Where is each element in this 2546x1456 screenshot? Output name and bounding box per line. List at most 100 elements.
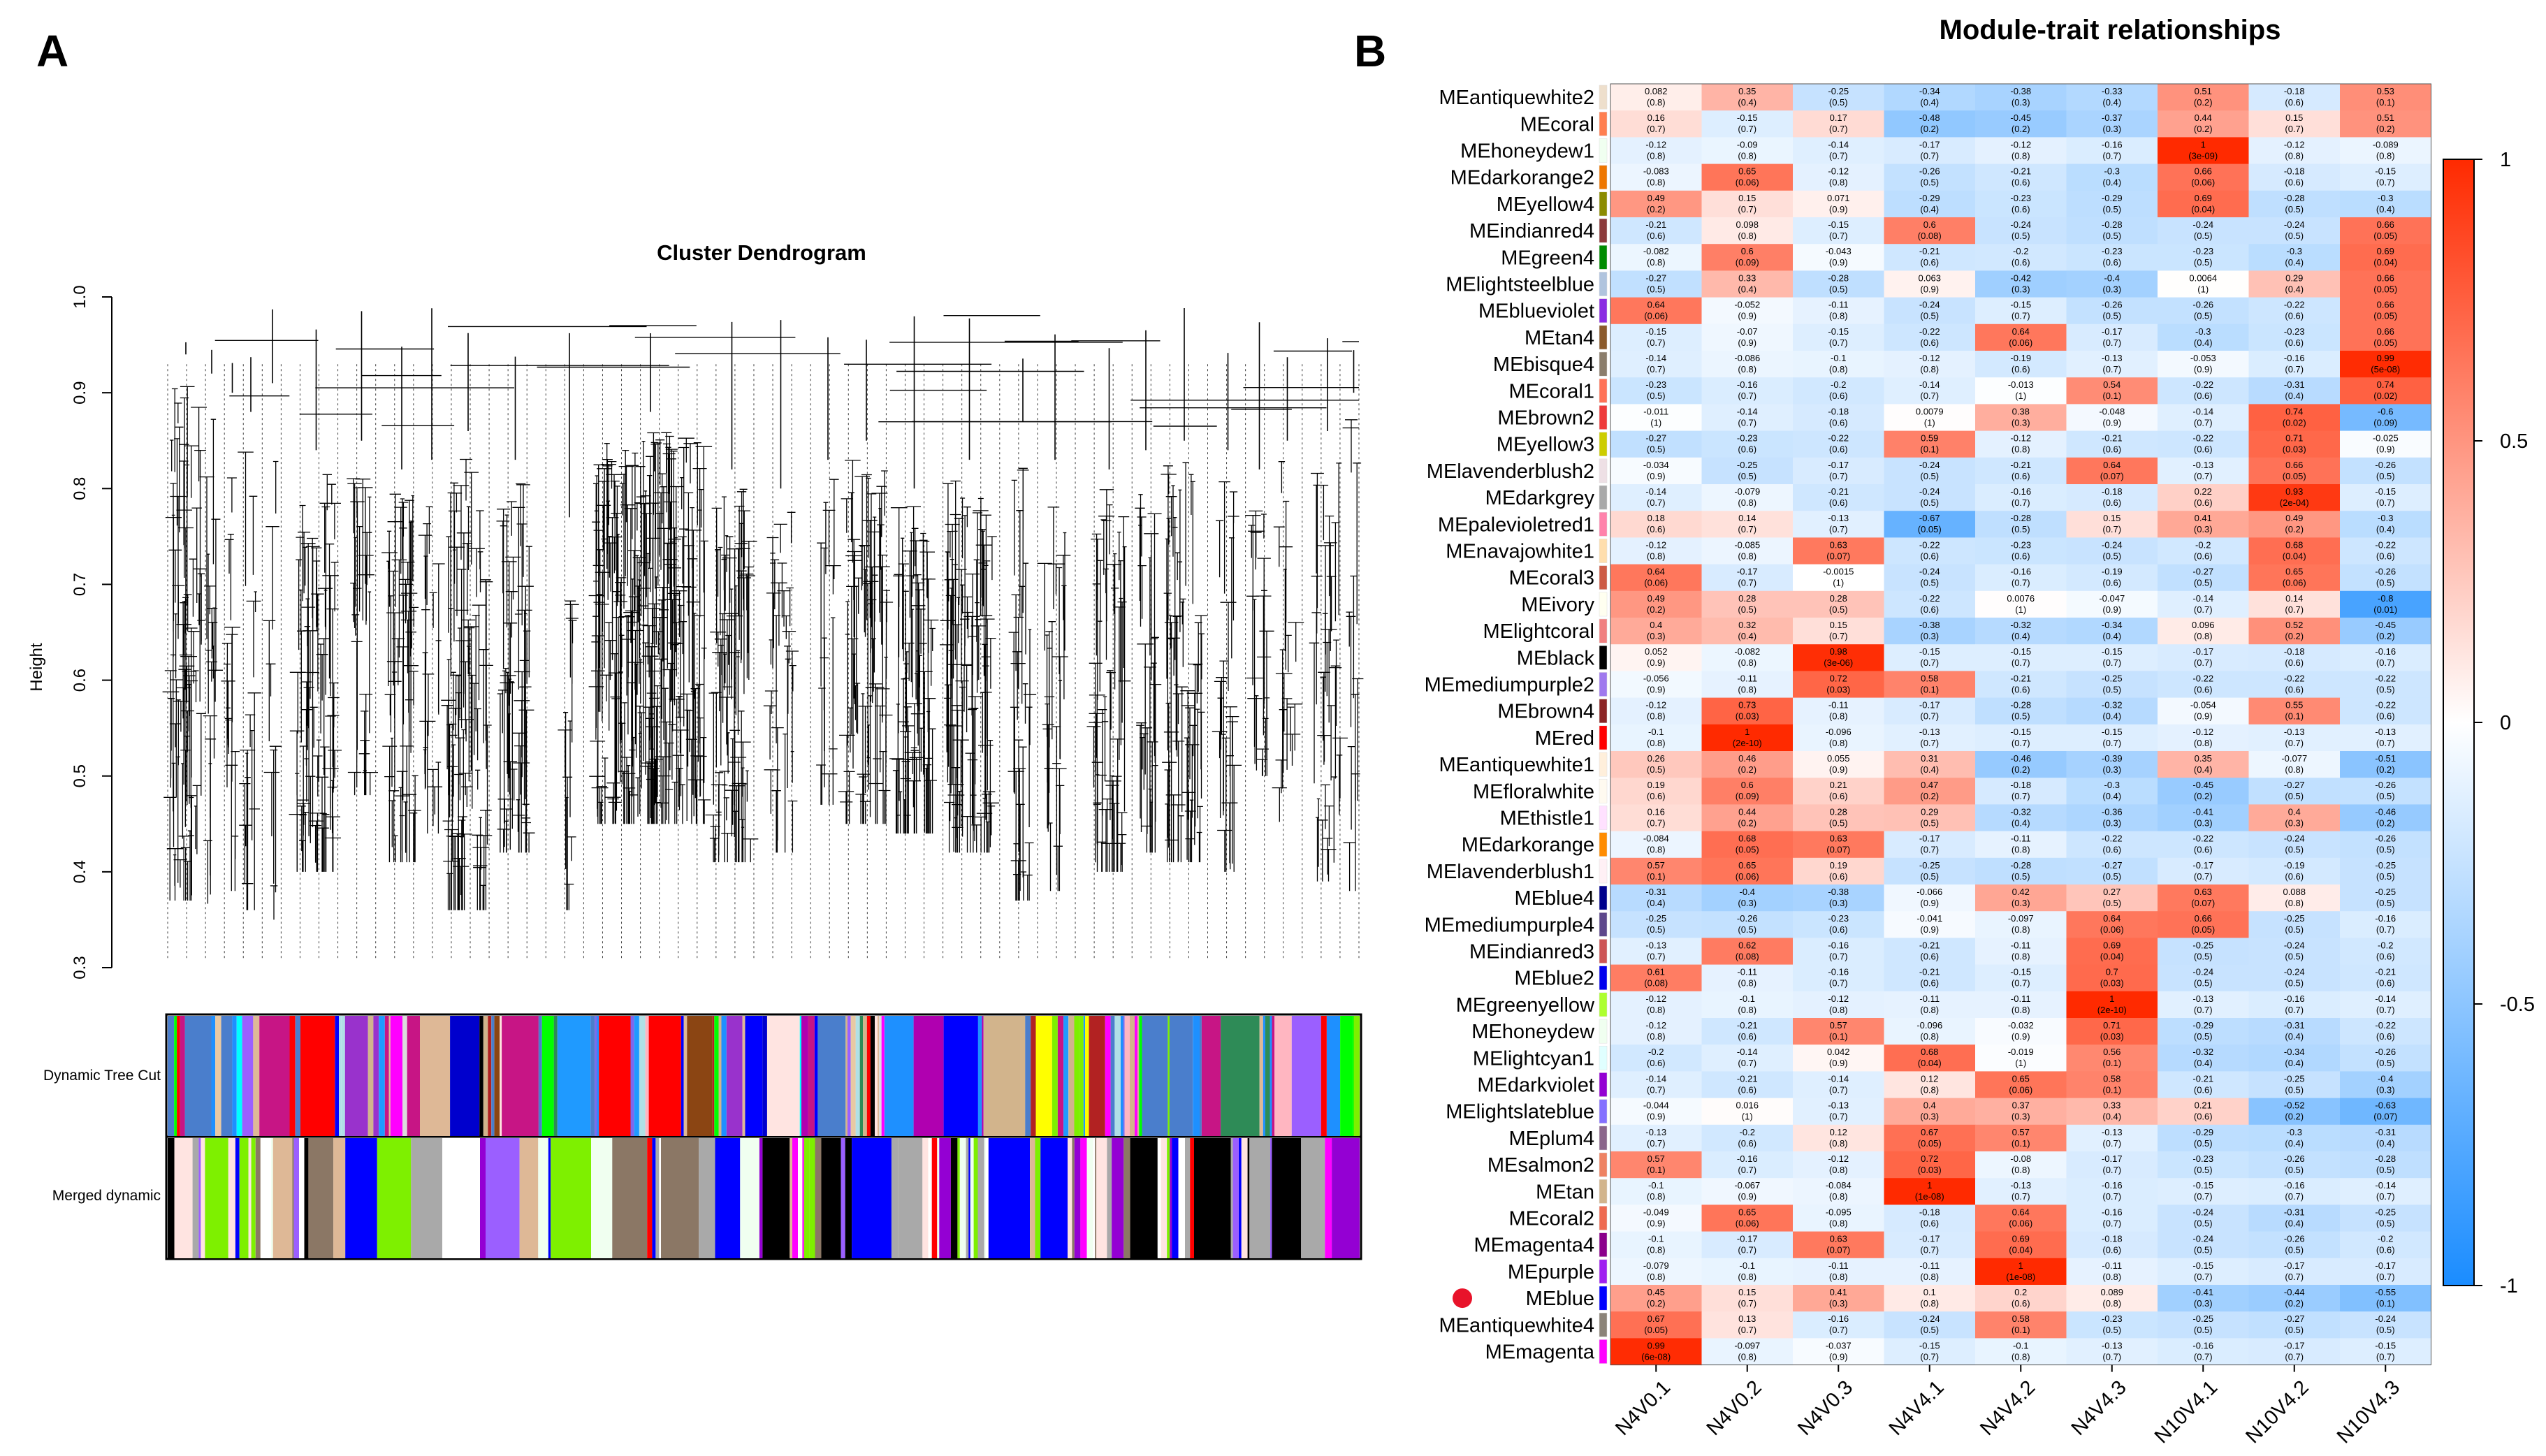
heatmap-cell — [2248, 1124, 2341, 1152]
cell-pvalue: (0.6) — [2102, 444, 2121, 455]
cell-correlation: -0.26 — [2284, 1234, 2305, 1244]
heatmap-cell — [2158, 323, 2249, 351]
column-label: N4V0.3 — [1794, 1376, 1857, 1440]
cell-pvalue: (0.8) — [1829, 1191, 1848, 1202]
heatmap-cell — [2158, 1071, 2249, 1099]
cell-pvalue: (0.8) — [1738, 231, 1756, 241]
cell-pvalue: (0.4) — [2012, 631, 2030, 641]
cell-pvalue: (0.7) — [1829, 1084, 1848, 1095]
cell-correlation: -0.31 — [2375, 1127, 2396, 1137]
cell-pvalue: (0.6) — [2376, 951, 2395, 961]
cell-pvalue: (0.2) — [1647, 204, 1666, 214]
cell-correlation: -0.29 — [1919, 193, 1940, 203]
cell-correlation: 0.63 — [1830, 1234, 1847, 1244]
cell-pvalue: (0.7) — [2012, 1191, 2030, 1202]
cluster-branches — [289, 474, 342, 872]
cluster-branches — [162, 386, 207, 901]
cell-pvalue: (0.8) — [1829, 1165, 1848, 1175]
heatmap-cell — [2248, 323, 2341, 351]
cell-pvalue: (0.4) — [2285, 391, 2304, 401]
cell-correlation: 0.68 — [2285, 539, 2303, 550]
cell-correlation: 0.74 — [2285, 406, 2303, 416]
heatmap-cell — [1975, 404, 2067, 432]
merged-color-block — [973, 1138, 978, 1258]
cell-pvalue: (0.8) — [1829, 1218, 1848, 1228]
cell-correlation: -0.16 — [2010, 486, 2031, 497]
cell-pvalue: (0.06) — [2283, 578, 2306, 588]
cell-correlation: -0.48 — [1919, 112, 1940, 123]
cell-pvalue: (0.8) — [1829, 1005, 1848, 1015]
cell-correlation: -0.25 — [1828, 86, 1849, 96]
heatmap-cell — [2066, 457, 2158, 485]
cluster-branches — [838, 460, 894, 824]
heatmap-cell — [1884, 671, 1976, 699]
heatmap-cell — [2066, 404, 2158, 432]
heatmap-cell — [1793, 430, 1884, 458]
heatmap-cell — [2248, 110, 2341, 138]
merged-color-block — [790, 1138, 792, 1258]
cluster-branches — [588, 432, 713, 824]
cell-correlation: -0.37 — [2102, 112, 2123, 123]
merged-color-block — [228, 1138, 231, 1258]
heatmap-cell — [1701, 564, 1794, 592]
cell-pvalue: (0.04) — [2373, 257, 2397, 268]
module-color-swatch — [1599, 618, 1608, 643]
heatmap-cell — [2340, 697, 2431, 725]
module-color-block — [390, 1016, 398, 1136]
heatmap-cell — [1610, 1311, 1702, 1339]
cell-pvalue: (0.04) — [2191, 204, 2215, 214]
heatmap-cell — [1975, 1071, 2067, 1099]
heatmap-cell — [2248, 1311, 2341, 1339]
cell-pvalue: (0.7) — [1647, 364, 1666, 374]
cell-correlation: -0.24 — [2284, 219, 2305, 230]
heatmap-cell — [2066, 831, 2158, 859]
heatmap-cell — [1975, 1151, 2067, 1179]
cell-pvalue: (0.9) — [1829, 1058, 1848, 1068]
heatmap-cell — [1701, 590, 1794, 618]
cell-pvalue: (0.05) — [2191, 924, 2215, 935]
heatmap-cell — [1793, 564, 1884, 592]
heatmap-cell — [1701, 618, 1794, 645]
cell-pvalue: (0.7) — [2285, 1005, 2304, 1015]
heatmap-cell — [1793, 137, 1884, 165]
module-color-swatch — [1599, 1126, 1608, 1151]
cell-pvalue: (0.5) — [1829, 97, 1848, 108]
row-label: MEdarkgrey — [1485, 487, 1595, 509]
cell-pvalue: (0.4) — [2194, 1058, 2213, 1068]
cell-correlation: -0.21 — [2192, 1073, 2213, 1084]
column-label: N4V4.1 — [1885, 1376, 1949, 1440]
cell-correlation: -0.4 — [2378, 1073, 2393, 1084]
cell-correlation: -0.6 — [2378, 406, 2393, 416]
module-color-block — [1291, 1016, 1321, 1136]
cell-correlation: -0.22 — [2192, 433, 2213, 444]
cell-correlation: -0.27 — [2192, 567, 2213, 577]
cell-correlation: -0.26 — [2375, 460, 2396, 470]
cell-pvalue: (1e-08) — [2006, 1272, 2035, 1282]
cluster-branches — [1161, 462, 1207, 863]
merged-color-block — [931, 1138, 938, 1258]
heatmap-cell — [2158, 457, 2249, 485]
cell-correlation: 0.57 — [1830, 1020, 1847, 1031]
cell-correlation: -0.15 — [2010, 727, 2031, 737]
module-color-block — [745, 1016, 763, 1136]
heatmap-cell — [2066, 511, 2158, 538]
cell-pvalue: (0.3) — [1829, 1298, 1848, 1309]
cell-pvalue: (1) — [2015, 391, 2026, 401]
cell-correlation: -0.083 — [1643, 166, 1669, 177]
heatmap-cell — [1610, 511, 1702, 538]
cell-pvalue: (0.05) — [2373, 284, 2397, 294]
cell-correlation: -0.26 — [2192, 300, 2213, 310]
heatmap-cell — [2340, 1151, 2431, 1179]
cluster-branches — [1212, 481, 1242, 872]
cell-correlation: 0.17 — [1830, 112, 1847, 123]
cell-pvalue: (0.1) — [2012, 1325, 2030, 1335]
y-tick-label: 0.4 — [71, 860, 89, 883]
heatmap-cell — [1610, 1124, 1702, 1152]
heatmap-cell — [2340, 430, 2431, 458]
merged-color-block — [922, 1138, 929, 1258]
cell-pvalue: (0.7) — [2285, 1191, 2304, 1202]
cell-pvalue: (0.6) — [1647, 791, 1666, 801]
heatmap-cell — [2066, 618, 2158, 645]
merged-color-block — [1194, 1138, 1231, 1258]
heatmap-cell — [1793, 1258, 1884, 1286]
